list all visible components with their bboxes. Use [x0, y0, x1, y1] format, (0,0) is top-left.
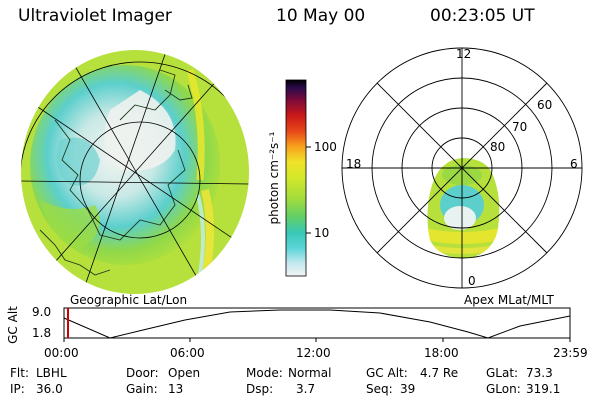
date-label: 10 May 00 [276, 6, 366, 26]
glon-value: 319.1 [526, 382, 561, 396]
altitude-ylabel: GC Alt [6, 306, 20, 344]
right-panel-caption: Apex MLat/MLT [464, 293, 554, 307]
auroral-oval [427, 158, 500, 259]
gain-value: 13 [168, 382, 184, 396]
lat-70-label: 70 [512, 120, 528, 134]
mlt-12-label: 12 [456, 47, 472, 61]
mlt-0-label: 0 [468, 274, 476, 288]
ip-value: 36.0 [36, 382, 63, 396]
lat-80-label: 80 [490, 140, 506, 154]
altitude-xtick-1800: 18:00 [424, 346, 459, 360]
altitude-plot [63, 307, 571, 342]
altitude-xtick-0000: 00:00 [44, 346, 79, 360]
colorbar [285, 79, 311, 277]
colorbar-tick-100: 100 [314, 140, 337, 154]
colorbar-tick-10: 10 [314, 226, 330, 240]
geographic-image [21, 50, 249, 294]
mlt-6-label: 6 [570, 157, 578, 171]
seq-label: Seq: [366, 382, 393, 396]
altitude-ytick-9: 9.0 [32, 305, 52, 319]
glat-label: GLat: [486, 366, 519, 380]
altitude-ytick-1-8: 1.8 [32, 326, 52, 340]
altitude-xtick-1200: 12:00 [296, 346, 331, 360]
altitude-xtick-2359: 23:59 [553, 346, 588, 360]
altitude-xtick-0600: 06:00 [170, 346, 205, 360]
flt-label: Flt: [10, 366, 29, 380]
glat-value: 73.3 [526, 366, 553, 380]
dsp-label: Dsp: [246, 382, 274, 396]
gain-label: Gain: [126, 382, 158, 396]
gcalt-label: GC Alt: [366, 366, 408, 380]
polar-plot [341, 47, 583, 289]
flt-value: LBHL [36, 366, 67, 380]
seq-value: 39 [400, 382, 416, 396]
mlt-18-label: 18 [346, 157, 362, 171]
mode-value: Normal [288, 366, 332, 380]
left-panel-caption: Geographic Lat/Lon [70, 293, 188, 307]
colorbar-label: photon cm⁻²s⁻¹ [267, 131, 281, 225]
ip-label: IP: [10, 382, 25, 396]
gcalt-value: 4.7 Re [420, 366, 459, 380]
glon-label: GLon: [486, 382, 521, 396]
time-label: 00:23:05 UT [430, 6, 535, 26]
dsp-value: 3.7 [296, 382, 316, 396]
door-value: Open [168, 366, 201, 380]
lat-60-label: 60 [537, 98, 553, 112]
instrument-title: Ultraviolet Imager [18, 6, 172, 26]
mode-label: Mode: [246, 366, 283, 380]
door-label: Door: [126, 366, 159, 380]
